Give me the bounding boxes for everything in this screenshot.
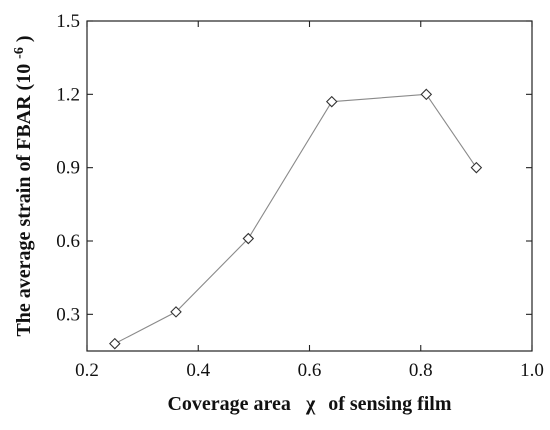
y-axis-title-exponent: -6 <box>12 47 27 59</box>
y-tick-label: 0.3 <box>56 304 80 325</box>
x-axis-title: Coverage area χ of sensing film <box>167 393 451 415</box>
x-tick-label: 1.0 <box>520 360 544 381</box>
x-axis-title-part-2: of sensing film <box>328 393 452 415</box>
series-lines <box>114 93 477 345</box>
y-tick-label: 0.6 <box>56 231 80 252</box>
data-point-diamond <box>420 88 433 101</box>
data-point-diamond <box>170 306 182 318</box>
y-axis-title-close: ) <box>13 35 35 42</box>
x-tick-label: 0.2 <box>75 360 99 381</box>
x-tick-label: 0.6 <box>298 360 322 381</box>
data-point-diamond <box>109 337 121 350</box>
data-point-diamond <box>242 232 255 245</box>
y-axis-title: The average strain of FBAR (10 -6 ) <box>12 35 36 336</box>
series-markers <box>109 88 483 350</box>
y-tick-label: 1.2 <box>56 84 80 105</box>
y-tick-label: 0.9 <box>56 158 80 179</box>
plot-frame <box>86 20 533 352</box>
y-axis-title-main: The average strain of FBAR (10 <box>13 64 35 337</box>
y-tick-label: 1.5 <box>56 11 80 32</box>
x-tick-label: 0.4 <box>186 360 210 381</box>
axis-ticks: 0.2 0.4 0.6 0.8 1.0 0.3 0.6 0.9 1.2 1.5 <box>56 11 544 381</box>
x-axis-title-part-1: Coverage area <box>167 393 290 415</box>
x-tick-label: 0.8 <box>409 360 433 381</box>
data-point-diamond <box>325 95 338 108</box>
x-axis-title-symbol: χ <box>305 393 316 415</box>
series-line <box>114 93 477 345</box>
data-point-diamond <box>470 161 483 174</box>
